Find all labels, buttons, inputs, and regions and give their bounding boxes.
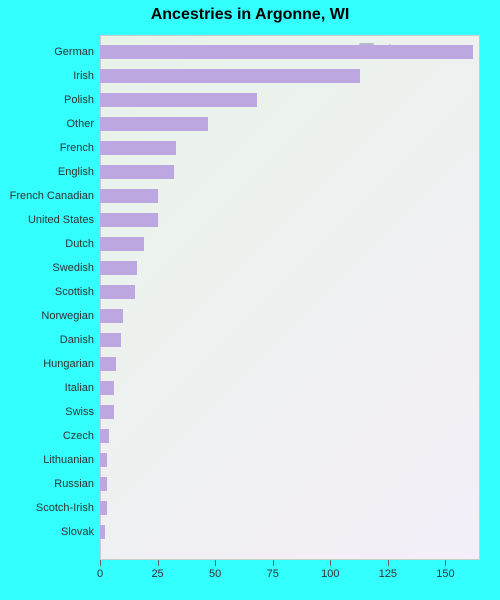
y-axis-label: Irish bbox=[0, 69, 94, 83]
bar bbox=[100, 237, 144, 251]
y-axis-label: Czech bbox=[0, 429, 94, 443]
x-axis-tick bbox=[100, 560, 101, 566]
x-axis-label: 75 bbox=[267, 568, 279, 580]
bar bbox=[100, 285, 135, 299]
y-axis-label: Slovak bbox=[0, 525, 94, 539]
y-axis-label: Swiss bbox=[0, 405, 94, 419]
x-axis-label: 25 bbox=[151, 568, 163, 580]
x-axis-tick bbox=[445, 560, 446, 566]
bar bbox=[100, 525, 105, 539]
y-axis-label: Norwegian bbox=[0, 309, 94, 323]
bar bbox=[100, 429, 109, 443]
y-axis-label: Swedish bbox=[0, 261, 94, 275]
bar bbox=[100, 405, 114, 419]
plot-area bbox=[100, 35, 480, 560]
bar bbox=[100, 357, 116, 371]
bar bbox=[100, 165, 174, 179]
bar bbox=[100, 93, 257, 107]
bar bbox=[100, 141, 176, 155]
x-axis-tick bbox=[330, 560, 331, 566]
y-axis-label: Scotch-Irish bbox=[0, 501, 94, 515]
x-axis-label: 0 bbox=[97, 568, 103, 580]
bar bbox=[100, 45, 473, 59]
bar bbox=[100, 69, 360, 83]
y-axis-label: French Canadian bbox=[0, 189, 94, 203]
bar bbox=[100, 309, 123, 323]
y-axis-label: Dutch bbox=[0, 237, 94, 251]
y-axis-label: Polish bbox=[0, 93, 94, 107]
chart-canvas: Ancestries in Argonne, WI CCity-Data.com… bbox=[0, 0, 500, 600]
bar bbox=[100, 213, 158, 227]
y-axis-label: Italian bbox=[0, 381, 94, 395]
y-axis-label: United States bbox=[0, 213, 94, 227]
x-axis-label: 150 bbox=[436, 568, 454, 580]
y-axis-label: Russian bbox=[0, 477, 94, 491]
x-axis-label: 50 bbox=[209, 568, 221, 580]
y-axis-label: Danish bbox=[0, 333, 94, 347]
x-axis-tick bbox=[158, 560, 159, 566]
chart-title: Ancestries in Argonne, WI bbox=[0, 6, 500, 24]
bar bbox=[100, 117, 208, 131]
x-axis-label: 100 bbox=[321, 568, 339, 580]
y-axis-label: Hungarian bbox=[0, 357, 94, 371]
x-axis-tick bbox=[273, 560, 274, 566]
y-axis-label: Other bbox=[0, 117, 94, 131]
x-axis-tick bbox=[388, 560, 389, 566]
y-axis-label: Scottish bbox=[0, 285, 94, 299]
y-axis-label: English bbox=[0, 165, 94, 179]
bar bbox=[100, 333, 121, 347]
y-axis-label: French bbox=[0, 141, 94, 155]
bar bbox=[100, 477, 107, 491]
bar bbox=[100, 453, 107, 467]
bar bbox=[100, 381, 114, 395]
x-axis-label: 125 bbox=[379, 568, 397, 580]
x-axis-tick bbox=[215, 560, 216, 566]
y-axis-label: Lithuanian bbox=[0, 453, 94, 467]
bar bbox=[100, 261, 137, 275]
y-axis-label: German bbox=[0, 45, 94, 59]
bar bbox=[100, 501, 107, 515]
bar bbox=[100, 189, 158, 203]
